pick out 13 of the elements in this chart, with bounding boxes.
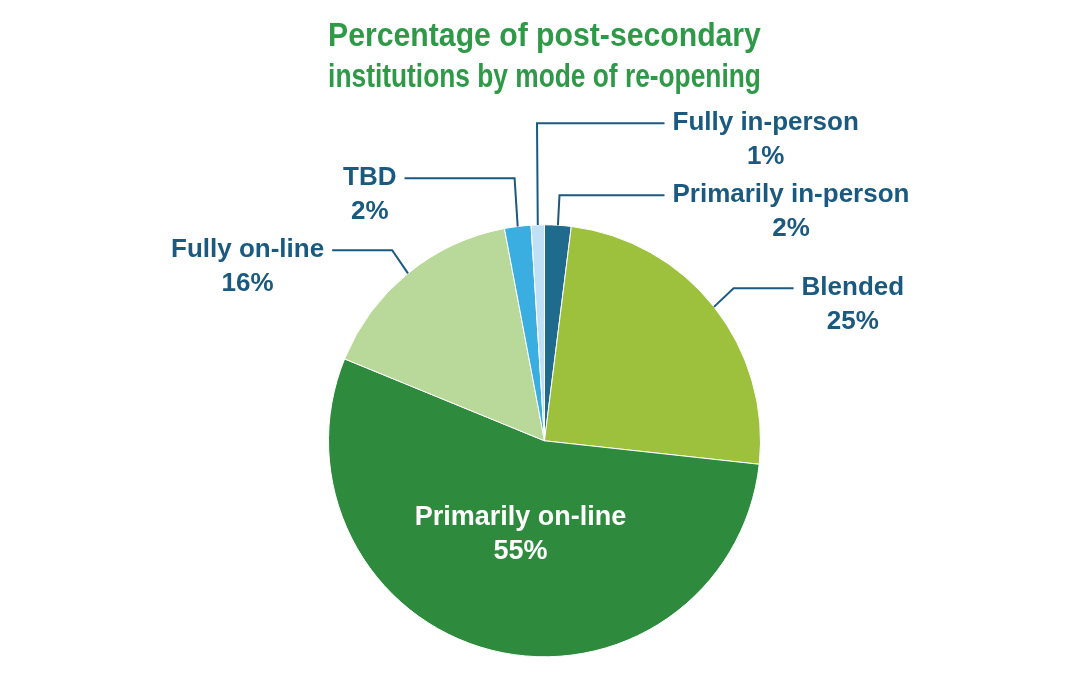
slice-label: Blended (801, 271, 905, 302)
data-label: 2% (350, 195, 389, 226)
data-label: 55% (493, 535, 548, 566)
data-label: 1% (746, 140, 785, 171)
data-label: 2% (772, 212, 810, 243)
slice-label: Primarily on-line (414, 501, 627, 532)
data-label: 25% (826, 305, 879, 336)
slice-label: TBD (343, 161, 397, 192)
slice-label: Fully on-line (171, 233, 325, 264)
slice-label: Primarily in-person (672, 178, 910, 209)
slice-label: Fully in-person (672, 106, 859, 137)
data-label: 16% (221, 267, 274, 298)
chart-title: Percentage of post-secondary institutions by mode of re-opening (328, 15, 761, 94)
